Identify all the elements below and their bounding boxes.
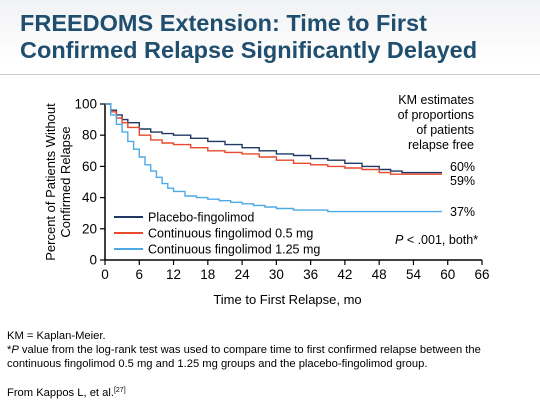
series-curve-2 xyxy=(105,103,442,175)
y-tick-label: 60 xyxy=(82,159,97,174)
series-curve-3 xyxy=(105,103,442,213)
legend-label-1: Placebo-fingolimod xyxy=(148,211,254,225)
x-tick-label: 48 xyxy=(372,267,387,282)
km-annotation-line: KM estimates xyxy=(398,93,474,107)
footnote-source: From Kappos L, et al.[27] xyxy=(7,386,126,400)
kaplan-meier-chart: 0 20 40 60 80 100 0 6 12 18 24 30 36 42 48 54 60 66 Time t… xyxy=(43,93,490,308)
footnote-pvalue-line-1: *P value from the log-rank test was used… xyxy=(7,343,481,357)
footnote-km: KM = Kaplan-Meier. xyxy=(7,330,106,342)
end-label-1: 60% xyxy=(450,160,475,174)
footnote-pvalue-text: value from the log-rank test was used to… xyxy=(18,344,481,356)
pvalue-italic-p: P xyxy=(395,233,404,247)
footnote-pvalue-line-2: continuous fingolimod 0.5 mg and 1.25 mg… xyxy=(7,358,428,370)
km-annotation-line: of proportions xyxy=(398,108,474,122)
legend-label-3: Continuous fingolimod 1.25 mg xyxy=(148,243,320,257)
y-tick-label: 0 xyxy=(89,253,97,268)
y-axis-label-line: Confirmed Relapse xyxy=(58,126,73,237)
x-axis-label: Time to First Relapse, mo xyxy=(213,292,361,307)
pvalue-annotation: P < .001, both* xyxy=(395,233,478,247)
x-tick-label: 6 xyxy=(136,267,144,282)
km-annotation: KM estimates of proportions of patients rel… xyxy=(398,93,474,152)
y-tick-label: 100 xyxy=(74,97,97,112)
slide-title-line-1: FREEDOMS Extension: Time to First xyxy=(20,10,427,36)
y-axis-label: Percent of Patients WithoutConfirmed Rel… xyxy=(43,103,73,261)
chart-legend: Placebo-fingolimod Continuous fingolimod … xyxy=(114,211,320,257)
series-curve-1 xyxy=(105,103,442,174)
slide-title: FREEDOMS Extension: Time to First Confir… xyxy=(20,10,530,64)
x-tick-label: 42 xyxy=(337,267,352,282)
km-annotation-line: of patients xyxy=(416,123,474,137)
footnote-source-ref: [27] xyxy=(113,387,126,394)
x-tick-label: 66 xyxy=(474,267,489,282)
footnote-asterisk: * xyxy=(7,344,12,356)
slide-title-line-2: Confirmed Relapse Significantly Delayed xyxy=(20,37,478,63)
km-annotation-line: relapse free xyxy=(408,138,474,152)
chart-curves xyxy=(105,103,442,213)
y-axis-label-line: Percent of Patients Without xyxy=(43,103,58,261)
end-label-3: 37% xyxy=(450,205,475,219)
pvalue-rest: < .001, both* xyxy=(403,233,478,247)
y-tick-label: 40 xyxy=(82,190,97,205)
x-tick-label: 60 xyxy=(440,267,455,282)
x-tick-label: 24 xyxy=(235,267,251,282)
chart-axes: 0 20 40 60 80 100 0 6 12 18 24 30 36 42 48 54 60 66 Time t… xyxy=(43,97,490,308)
x-tick-label: 18 xyxy=(200,267,215,282)
chart-labels: 60%59% 37% KM estimates of proportions of pa… xyxy=(395,93,478,247)
x-tick-label: 36 xyxy=(303,267,318,282)
legend-label-2: Continuous fingolimod 0.5 mg xyxy=(148,227,313,241)
y-tick-label: 80 xyxy=(82,128,97,143)
x-tick-label: 12 xyxy=(166,267,181,282)
x-tick-label: 0 xyxy=(101,267,109,282)
x-tick-label: 30 xyxy=(269,267,284,282)
y-tick-label: 20 xyxy=(82,221,97,236)
footnote-p-italic: P xyxy=(11,344,19,356)
x-tick-label: 54 xyxy=(406,267,422,282)
title-divider xyxy=(0,74,540,75)
end-label-2: 59% xyxy=(450,174,475,188)
footnote-source-text: From Kappos L, et al. xyxy=(7,387,114,399)
